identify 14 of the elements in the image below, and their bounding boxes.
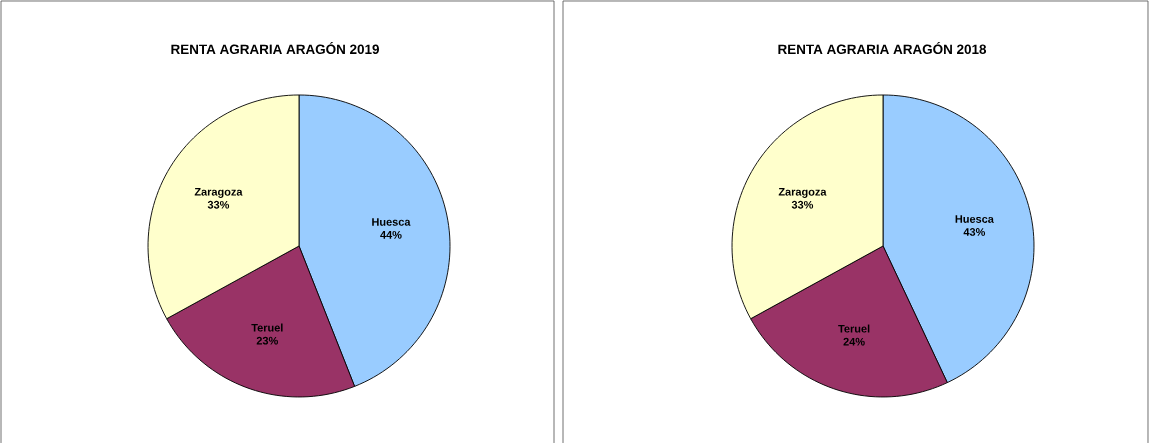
data-label: 44% — [380, 231, 402, 239]
data-label: 33% — [791, 200, 814, 209]
slice-label: Huesca — [955, 215, 994, 223]
chart-title: RENTA AGRARIA ARAGÓN 2018 — [778, 41, 987, 55]
slice-label: Teruel — [251, 323, 283, 332]
slice-label: Zaragoza — [194, 188, 243, 198]
slice-label: Huesca — [372, 218, 411, 226]
slice-label: Zaragoza — [778, 188, 827, 198]
data-label: 23% — [256, 336, 278, 345]
data-label: 24% — [843, 337, 865, 346]
chart-title: RENTA AGRARIA ARAGÓN 2019 — [171, 41, 379, 55]
slice-label: Teruel — [838, 324, 870, 333]
data-label: 33% — [207, 200, 230, 209]
data-label: 43% — [963, 228, 986, 236]
